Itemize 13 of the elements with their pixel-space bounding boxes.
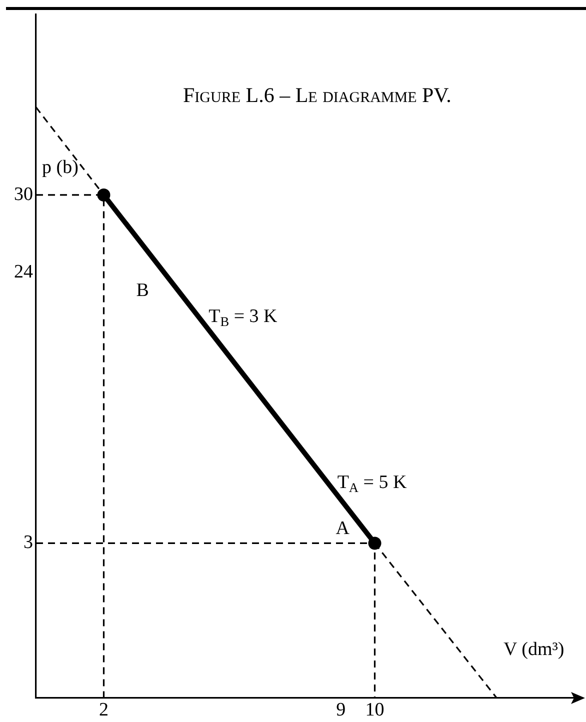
x-axis-title: V (dm³)	[504, 638, 564, 660]
annotation: T$_{B}$ = 3 K	[208, 306, 278, 329]
x-tick-label: 10	[365, 699, 384, 720]
text: Figure L.6 – Le diagramme PV.	[183, 82, 452, 107]
annotation: T$_{A}$ = 5 K	[337, 472, 407, 496]
y-tick-label: 30	[14, 184, 33, 205]
x-tick-label: 2	[99, 699, 108, 720]
y-tick-label: 24	[14, 261, 34, 282]
y-axis-title: p (b)	[42, 156, 78, 178]
annotation: A	[336, 518, 350, 540]
y-tick-label: 3	[24, 532, 33, 554]
annotation: B	[136, 280, 149, 302]
x-tick-label: 9	[336, 699, 346, 720]
